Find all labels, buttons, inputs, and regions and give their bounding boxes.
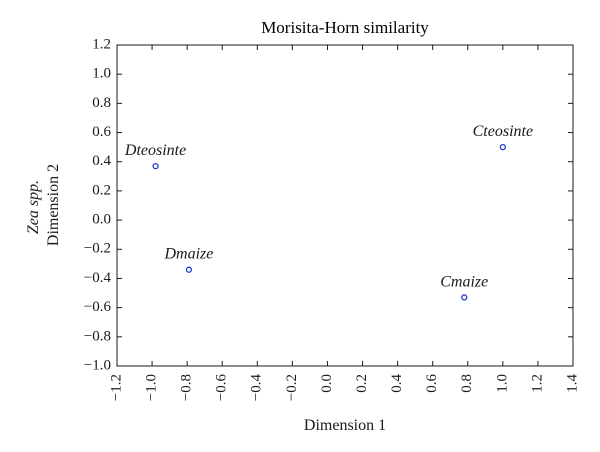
x-tick-label: 0.2 — [354, 374, 370, 393]
x-tick-label: 1.0 — [494, 374, 510, 393]
x-tick-label: 0.6 — [424, 374, 440, 393]
y-tick-label: 1.2 — [92, 36, 111, 52]
data-point-dteosinte — [152, 162, 159, 170]
x-tick-label: 0.0 — [319, 374, 335, 393]
point-label-dmaize: Dmaize — [163, 246, 213, 263]
x-tick-label: −0.4 — [249, 374, 265, 402]
chart-title: Morisita-Horn similarity — [261, 18, 429, 37]
y-axis-label: Zea spp. Dimension 2 — [25, 164, 62, 246]
y-tick-label: −0.2 — [84, 241, 111, 257]
data-points: Dteosinte Dmaize Cteosinte Cmaize — [124, 123, 533, 301]
x-axis: −1.2 −1.0 −0.8 −0.6 −0.4 −0.2 0.0 0.2 0.4 0.6 0.8 1… — [108, 45, 580, 401]
x-tick-label: 1.4 — [564, 374, 580, 393]
y-axis-label-main: Dimension 2 — [45, 164, 62, 246]
x-tick-label: −1.2 — [108, 374, 124, 401]
y-tick-label: 0.4 — [92, 153, 111, 169]
x-axis-label: Dimension 1 — [304, 417, 386, 434]
y-tick-label: −0.4 — [84, 270, 112, 286]
point-label-cmaize: Cmaize — [440, 273, 488, 290]
y-tick-label: 0.0 — [92, 212, 111, 228]
x-tick-label: 0.8 — [459, 374, 475, 393]
data-point-cmaize — [461, 294, 468, 301]
y-tick-label: −0.8 — [84, 328, 111, 344]
data-point-cteosinte — [499, 143, 506, 151]
point-label-dteosinte: Dteosinte — [124, 142, 186, 159]
y-tick-label: 0.2 — [92, 182, 111, 198]
y-tick-label: −0.6 — [84, 299, 112, 315]
x-tick-label: −0.2 — [284, 374, 300, 401]
x-tick-label: −0.6 — [214, 374, 230, 402]
x-tick-label: −0.8 — [179, 374, 195, 401]
y-tick-label: 0.8 — [92, 95, 111, 111]
y-tick-label: 0.6 — [92, 124, 111, 140]
y-axis-label-italic: Zea spp. — [25, 180, 42, 234]
y-tick-label: −1.0 — [84, 357, 111, 373]
x-tick-label: −1.0 — [144, 374, 160, 401]
y-axis: 1.2 1.0 0.8 0.6 0.4 0.2 0.0 −0.2 −0.4 −0.6 −0.8 −1.… — [84, 36, 573, 373]
point-label-cteosinte: Cteosinte — [473, 123, 533, 140]
x-tick-label: 1.2 — [529, 374, 545, 393]
x-tick-label: 0.4 — [389, 374, 405, 393]
y-tick-label: 1.0 — [92, 66, 111, 82]
plot-frame — [116, 44, 574, 367]
data-point-dmaize — [185, 266, 193, 273]
